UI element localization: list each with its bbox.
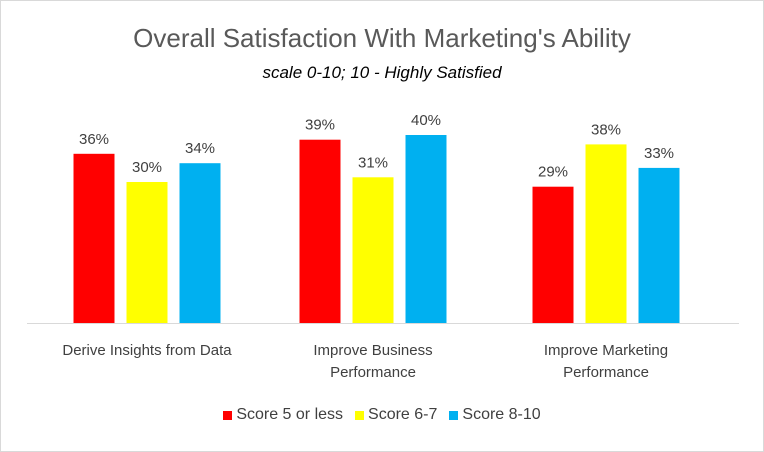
legend-label: Score 5 or less (236, 406, 344, 423)
bar (73, 153, 115, 323)
legend-swatch (449, 410, 459, 420)
category-label: Improve Marketing (544, 342, 668, 359)
data-label: 29% (538, 164, 568, 181)
data-label: 30% (132, 159, 162, 176)
data-label: 33% (644, 145, 674, 162)
legend-label: Score 6-7 (368, 406, 438, 423)
legend-item-score-6-7: Score 6-7 (355, 406, 437, 424)
category-label: Improve Business (313, 342, 432, 359)
bar (532, 186, 574, 323)
legend-item-score-8-10: Score 8-10 (449, 406, 541, 424)
legend-swatch (355, 410, 365, 420)
category-label: Performance (330, 364, 416, 381)
data-label: 38% (591, 121, 621, 138)
data-label: 39% (305, 117, 335, 134)
legend-label: Score 8-10 (462, 406, 541, 423)
chart-subtitle: scale 0-10; 10 - Highly Satisfied (262, 63, 502, 82)
data-label: 34% (185, 140, 215, 157)
data-label: 40% (411, 112, 441, 129)
chart-title: Overall Satisfaction With Marketing's Ab… (133, 23, 631, 53)
bar (405, 135, 447, 323)
data-label: 36% (79, 131, 109, 148)
category-label: Derive Insights from Data (62, 342, 232, 359)
bar (585, 144, 627, 323)
bar (638, 167, 680, 323)
data-label: 31% (358, 154, 388, 171)
legend-item-score-5-or-less: Score 5 or less (223, 406, 343, 424)
bar (352, 177, 394, 323)
bar (126, 182, 168, 323)
legend-swatch (223, 410, 233, 420)
legend: Score 5 or less Score 6-7 Score 8-10 (1, 406, 763, 424)
category-label: Performance (563, 364, 649, 381)
bar (179, 163, 221, 323)
bar (299, 139, 341, 323)
